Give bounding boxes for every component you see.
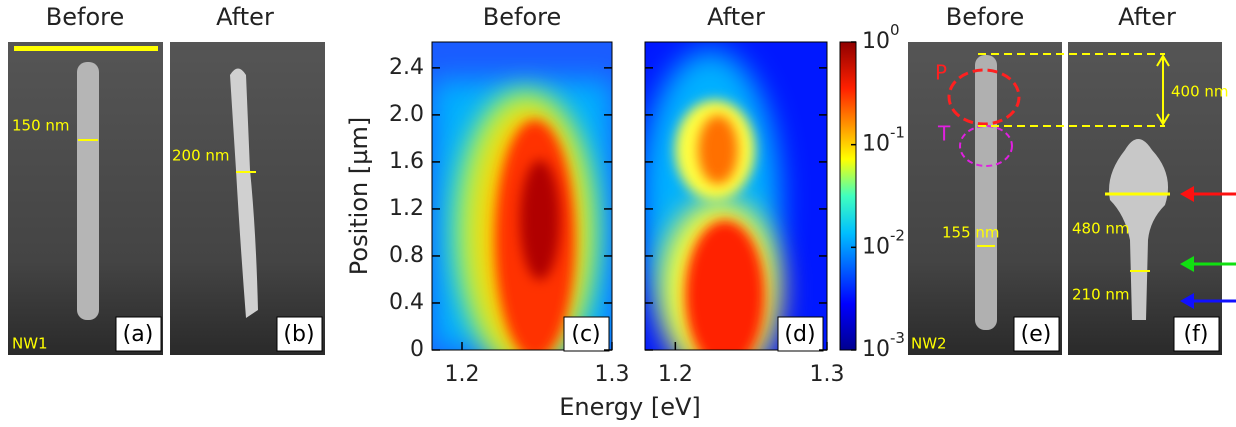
y-tick-label: 0.4: [389, 290, 424, 315]
y-tick-label: 1.2: [389, 196, 424, 221]
x-tick-label: 1.2: [445, 362, 480, 387]
tag-box: [563, 316, 610, 352]
width-label: 150 nm: [12, 117, 70, 135]
colorbar-tick-label: 10-1: [862, 123, 905, 157]
tag-box: [1173, 316, 1220, 352]
colorbar-tick-exponent: -1: [890, 123, 905, 141]
panel-e: P T 155 nm NW2 (e) Before: [908, 3, 1062, 355]
y-tick-label: 1.6: [389, 149, 424, 174]
y-tick-label: 2.0: [389, 102, 424, 127]
tag-box: [1013, 316, 1060, 352]
colorbar-tick-base: 10: [862, 234, 890, 259]
x-tick-label: 1.2: [658, 362, 693, 387]
panel-a: Before 150 nm NW1 (a): [8, 3, 163, 355]
panel-title: Before: [46, 3, 124, 31]
tag-box: [276, 316, 323, 352]
panel-tag: (d): [784, 322, 815, 347]
heatmap-after: [645, 42, 827, 350]
panel-b: After 200 nm (b): [170, 3, 325, 355]
region-label: P: [935, 61, 947, 85]
colorbar-tick-base: 10: [862, 29, 890, 54]
colorbar-tick-label: 10-3: [862, 329, 905, 363]
colorbar-tick-base: 10: [862, 132, 890, 157]
height-label: 400 nm: [1171, 83, 1229, 101]
width-label: 155 nm: [942, 224, 1000, 242]
sample-label: NW1: [12, 335, 48, 353]
y-tick-label: 0: [410, 337, 424, 362]
width-label: 480 nm: [1072, 220, 1130, 238]
colorbar-tick-label: 10-2: [862, 226, 905, 259]
nanowire: [975, 55, 997, 330]
x-axis-label: Energy [eV]: [559, 393, 701, 421]
y-tick-label: 0.8: [389, 243, 424, 268]
y-tick-label: 2.4: [389, 55, 424, 80]
x-tick-label: 1.3: [810, 362, 845, 387]
panel-tag: (f): [1184, 322, 1209, 347]
nanowire: [230, 68, 258, 318]
colorbar-tick-exponent: -2: [890, 226, 905, 244]
scale-bar: [14, 46, 158, 51]
plot-frame: [431, 41, 613, 351]
nanowire: [77, 62, 99, 320]
region-label: T: [937, 122, 951, 146]
plot-frame: [644, 41, 828, 351]
panel-title: After: [707, 3, 765, 31]
panel-title: Before: [483, 3, 561, 31]
panel-tag: (b): [283, 322, 314, 347]
region-p: [947, 68, 1021, 126]
colorbar-tick-exponent: 0: [890, 21, 900, 39]
colorbar-tick-exponent: -3: [890, 329, 905, 347]
width-label: 210 nm: [1072, 286, 1130, 304]
region-t: [959, 125, 1013, 167]
panel-tag: (e): [1021, 322, 1052, 347]
colorbar: [839, 41, 857, 351]
panel-title: After: [216, 3, 274, 31]
arrowhead: [1180, 256, 1194, 272]
arrowhead: [1180, 186, 1194, 202]
panel-title: Before: [946, 3, 1024, 31]
sample-label: NW2: [911, 335, 947, 353]
width-label: 200 nm: [172, 147, 230, 165]
heatmap-before: [432, 42, 612, 350]
arrowhead: [1156, 54, 1170, 126]
y-axis-label: Position [µm]: [345, 117, 373, 275]
panel-title: After: [1118, 3, 1176, 31]
colorbar-tick-base: 10: [862, 337, 890, 362]
panel-f: 400 nm 480 nm 210 nm (f) After: [978, 3, 1236, 355]
colorbar-tick-label: 100: [862, 21, 900, 55]
panel-tag: (a): [123, 322, 154, 347]
x-tick-label: 1.3: [595, 362, 630, 387]
nanowire: [1109, 139, 1169, 320]
arrowhead: [1180, 293, 1194, 309]
tag-box: [115, 316, 162, 352]
panel-tag: (c): [571, 322, 600, 347]
tag-box: [777, 316, 824, 352]
